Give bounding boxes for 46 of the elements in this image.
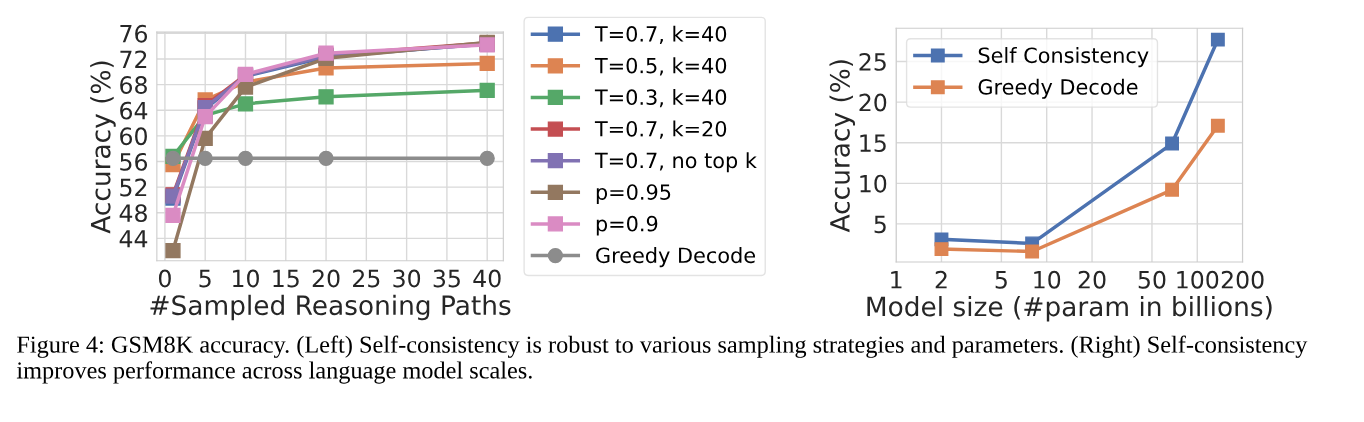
x-axis-title: Model size (#param in billions) — [867, 296, 1272, 322]
y-tick-label: 15 — [860, 134, 886, 153]
x-tick-label: 5 — [995, 271, 1007, 289]
x-tick-label: 10 — [1034, 270, 1061, 289]
x-tick-label: 10 — [233, 269, 259, 288]
x-tick-label: 20 — [1078, 270, 1106, 289]
legend-label: p=0.95 — [596, 184, 671, 204]
y-tick-label: 72 — [120, 50, 147, 68]
x-tick-label: 5 — [199, 269, 211, 288]
x-tick-label: 100 — [1177, 270, 1219, 289]
x-tick-label: 200 — [1221, 270, 1264, 289]
x-tick-label: 35 — [433, 269, 460, 288]
x-tick-label: 0 — [158, 269, 171, 288]
y-tick-label: 52 — [120, 178, 147, 197]
y-tick-label: 20 — [859, 93, 887, 112]
y-tick-label: 25 — [859, 53, 886, 71]
y-axis-title: Accuracy (%) — [829, 60, 855, 233]
x-tick-label: 15 — [273, 269, 299, 288]
legend-label: p=0.9 — [596, 215, 658, 236]
x-tick-label: 50 — [1138, 270, 1166, 289]
x-tick-label: 40 — [473, 269, 501, 288]
x-axis-title: #Sampled Reasoning Paths — [150, 294, 511, 321]
legend-label: T=0.7, k=20 — [594, 120, 727, 139]
x-tick-label: 30 — [393, 269, 421, 288]
caption: Figure 4: GSM8K accuracy. (Left) Self-consistency is robust to various sampling strategies and parameters. (Right) Self-consistency improves performance across language model scales. — [16, 335, 1308, 384]
y-axis-title: Accuracy (%) — [90, 61, 116, 234]
y-tick-label: 68 — [120, 76, 147, 94]
y-tick-label: 48 — [119, 204, 147, 223]
y-tick-label: 76 — [120, 24, 148, 43]
legend-label: T=0.3, k=40 — [594, 88, 727, 108]
legend-label: Greedy Decode — [596, 247, 755, 268]
y-tick-label: 64 — [120, 101, 148, 120]
legend-label: T=0.5, k=40 — [594, 57, 727, 76]
legend-label: T=0.7, k=40 — [594, 25, 727, 44]
x-tick-label: 2 — [935, 270, 947, 289]
x-tick-label: 25 — [353, 269, 380, 288]
x-tick-label: 1 — [891, 271, 902, 289]
legend-label: Self Consistency — [978, 47, 1149, 68]
legend-label: Greedy Decode — [978, 78, 1138, 99]
y-tick-label: 10 — [860, 174, 887, 193]
y-tick-label: 5 — [874, 215, 886, 234]
legend-label: T=0.7, no top k — [594, 152, 757, 173]
y-tick-label: 44 — [119, 230, 148, 248]
y-tick-label: 60 — [120, 127, 147, 146]
y-tick-label: 56 — [120, 152, 148, 171]
x-tick-label: 20 — [312, 269, 340, 288]
